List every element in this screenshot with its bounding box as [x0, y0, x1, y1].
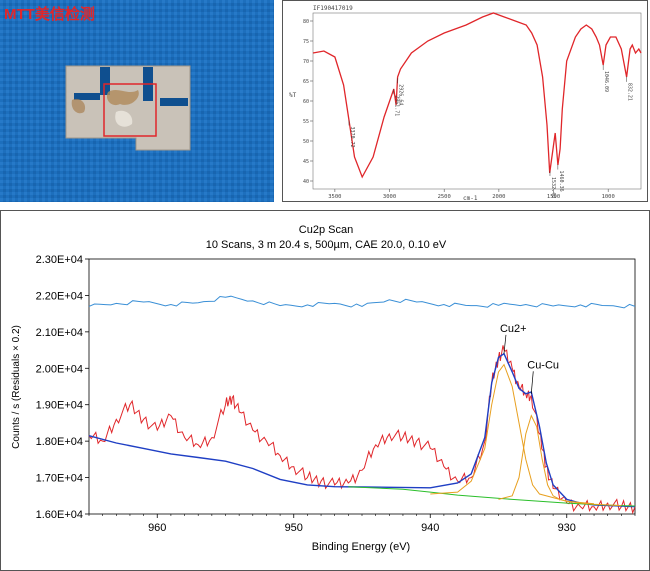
ir-spectrum-line	[312, 12, 642, 179]
ir-y-axis-label: %T	[289, 92, 297, 99]
ir-y-tick-label: 55	[303, 119, 309, 125]
xps-background-line	[348, 486, 636, 507]
ir-plot-frame	[312, 12, 642, 190]
ir-x-tick-label: 1000	[602, 194, 615, 200]
ir-y-tick-label: 65	[303, 79, 309, 85]
xps-peak-pointer	[530, 371, 534, 394]
xps-peak-label: Cu2+	[500, 323, 527, 335]
slot	[74, 93, 100, 100]
xps-x-tick-label: 950	[285, 522, 303, 534]
xps-chart: Cu2p Scan 10 Scans, 3 m 20.4 s, 500µm, C…	[11, 224, 636, 553]
ir-spectrum-panel: IF190417019 %T cm-1 3500 3000 2500 2000 1500…	[282, 0, 648, 202]
ir-peak-label: 1460.36	[558, 171, 564, 192]
ir-x-axis-label: cm-1	[463, 195, 478, 201]
corrosion-spot	[115, 110, 133, 127]
brand-logo: MTT美信检测	[4, 5, 95, 23]
ir-y-tick-label: 80	[303, 19, 309, 25]
xps-residual-line	[88, 295, 636, 309]
sample-photo: MTT美信检测	[0, 0, 274, 202]
slot	[160, 98, 188, 106]
xps-y-tick-label: 2.00E+04	[36, 363, 83, 375]
ir-x-tick-label: 2000	[492, 194, 505, 200]
xps-panel: Cu2p Scan 10 Scans, 3 m 20.4 s, 500µm, C…	[0, 210, 650, 571]
ir-x-tick-label: 2500	[438, 194, 451, 200]
ir-y-tick-label: 50	[303, 139, 309, 145]
ir-y-tick-label: 40	[303, 179, 309, 185]
ir-peak-label: 2926.64	[398, 84, 404, 105]
ir-peak-label: 832.21	[627, 83, 633, 101]
ir-spectrum-chart: IF190417019 %T cm-1 3500 3000 2500 2000 1500…	[289, 5, 642, 201]
xps-envelope-line	[88, 352, 636, 508]
ir-x-tick-label: 1500	[547, 194, 560, 200]
xps-x-tick-label: 940	[421, 522, 439, 534]
sample-photo-drawing: MTT美信检测	[0, 0, 274, 202]
xps-y-axis-label: Counts / s (Residuals × 0.2)	[11, 325, 22, 449]
highlight-box	[103, 83, 157, 137]
xps-raw-data-line	[88, 345, 636, 515]
corrosion-spot	[106, 90, 139, 106]
xps-y-tick-label: 2.10E+04	[36, 327, 83, 339]
ir-peak-label: 1532.48	[550, 177, 556, 198]
ir-y-tick-label: 70	[303, 59, 309, 65]
ir-peak-label: 1046.09	[603, 71, 609, 92]
xps-x-tick-label: 930	[558, 522, 576, 534]
ir-x-tick-label: 3500	[328, 194, 341, 200]
ir-y-tick-label: 60	[303, 99, 309, 105]
xps-y-tick-label: 1.70E+04	[36, 473, 83, 485]
corrosion-spot	[71, 98, 86, 114]
ir-peak-label: 2961.71	[394, 95, 400, 116]
xps-y-tick-label: 1.90E+04	[36, 400, 83, 412]
xps-subtitle: 10 Scans, 3 m 20.4 s, 500µm, CAE 20.0, 0…	[206, 239, 447, 251]
xps-x-axis-label: Binding Energy (eV)	[312, 541, 410, 553]
ir-x-tick-label: 3000	[383, 194, 396, 200]
xps-title: Cu2p Scan	[299, 224, 353, 236]
xps-y-tick-label: 1.80E+04	[36, 436, 83, 448]
ir-header-code: IF190417019	[313, 5, 353, 12]
xps-x-tick-label: 960	[148, 522, 166, 534]
xps-y-tick-label: 2.30E+04	[36, 254, 83, 266]
xps-peak-label: Cu-Cu	[527, 359, 559, 371]
ir-peak-label: 3370.72	[349, 126, 355, 147]
ir-y-tick-label: 75	[303, 39, 309, 45]
slot	[100, 67, 110, 95]
xps-y-tick-label: 2.20E+04	[36, 290, 83, 302]
metal-sample	[65, 65, 191, 151]
xps-plot-frame	[88, 258, 636, 515]
xps-cu-cu-component	[498, 414, 595, 505]
ir-y-tick-label: 45	[303, 159, 309, 165]
xps-peak-pointer	[503, 334, 507, 354]
xps-y-tick-label: 1.60E+04	[36, 509, 83, 521]
